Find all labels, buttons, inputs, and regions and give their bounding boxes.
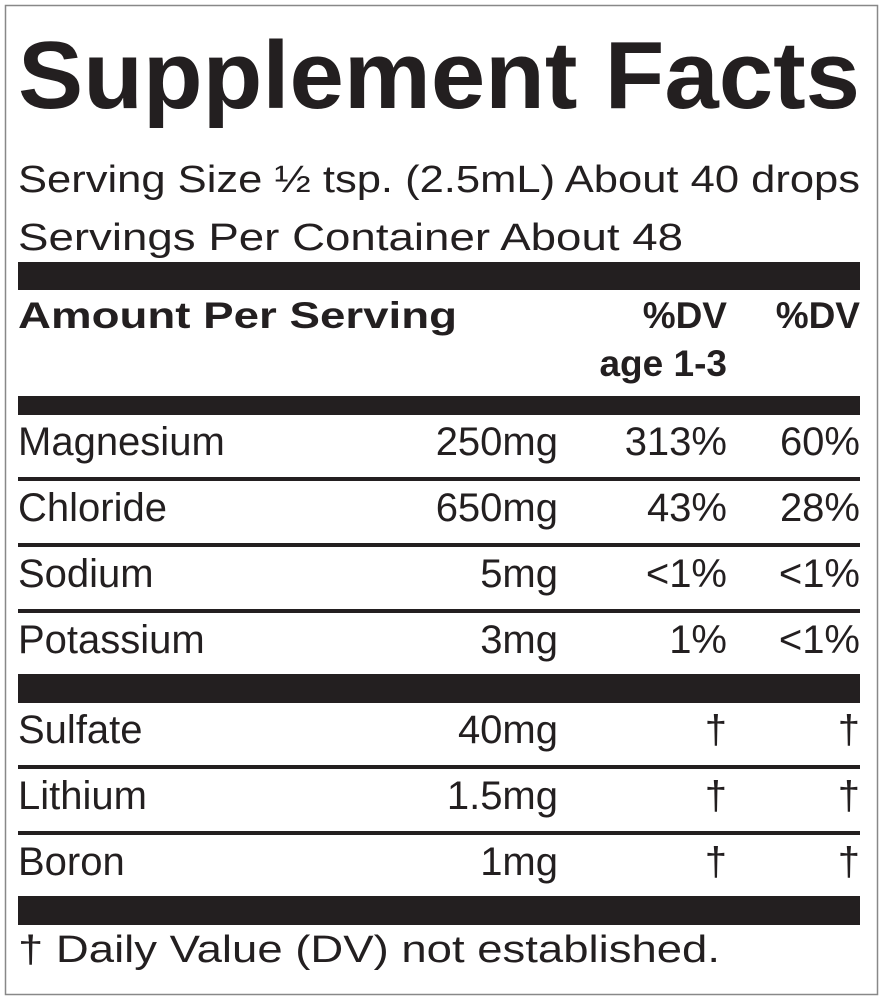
thick-rule [18,262,860,290]
nutrient-name: Lithium [18,774,147,818]
nutrient-dv: <1% [779,552,860,596]
row-rule [18,477,860,481]
nutrient-name: Sulfate [18,708,143,752]
title: Supplement Facts [18,22,860,129]
nutrient-name: Boron [18,840,125,884]
nutrient-dv-child: 43% [647,486,727,530]
label-border [4,4,879,996]
nutrient-amount: 250mg [436,420,558,464]
nutrient-amount: 650mg [436,486,558,530]
nutrient-dv: † [838,840,860,884]
nutrient-dv: 60% [780,420,860,464]
row-rule [18,543,860,547]
nutrient-dv-child: † [705,708,727,752]
amount-header: Amount Per Serving [18,295,457,336]
nutrient-amount: 40mg [458,708,558,752]
nutrient-name: Potassium [18,618,205,662]
row-rule [18,609,860,613]
nutrient-amount: 1mg [480,840,558,884]
row-rule [18,831,860,835]
nutrient-name: Chloride [18,486,167,530]
nutrient-amount: 3mg [480,618,558,662]
nutrient-dv-child: 313% [625,420,727,464]
row-rule [18,765,860,769]
dv-child-age: age 1-3 [599,343,727,384]
nutrient-name: Sodium [18,552,154,596]
nutrient-name: Magnesium [18,420,225,464]
nutrient-dv: <1% [779,618,860,662]
serving-size: Serving Size ½ tsp. (2.5mL) About 40 dro… [18,159,860,201]
thick-rule [18,896,860,925]
nutrient-dv: 28% [780,486,860,530]
nutrient-amount: 5mg [480,552,558,596]
nutrient-dv-child: 1% [669,618,727,662]
dv-child-header: %DV [643,295,728,336]
nutrient-dv-child: † [705,774,727,818]
dv-header: %DV [776,295,861,336]
nutrient-dv: † [838,708,860,752]
medium-rule [18,396,860,415]
nutrient-dv: † [838,774,860,818]
servings-per-container: Servings Per Container About 48 [18,217,683,259]
nutrient-dv-child: <1% [646,552,727,596]
thick-rule [18,674,860,703]
nutrient-dv-child: † [705,840,727,884]
footnote: † Daily Value (DV) not established. [18,929,720,971]
nutrient-amount: 1.5mg [447,774,558,818]
